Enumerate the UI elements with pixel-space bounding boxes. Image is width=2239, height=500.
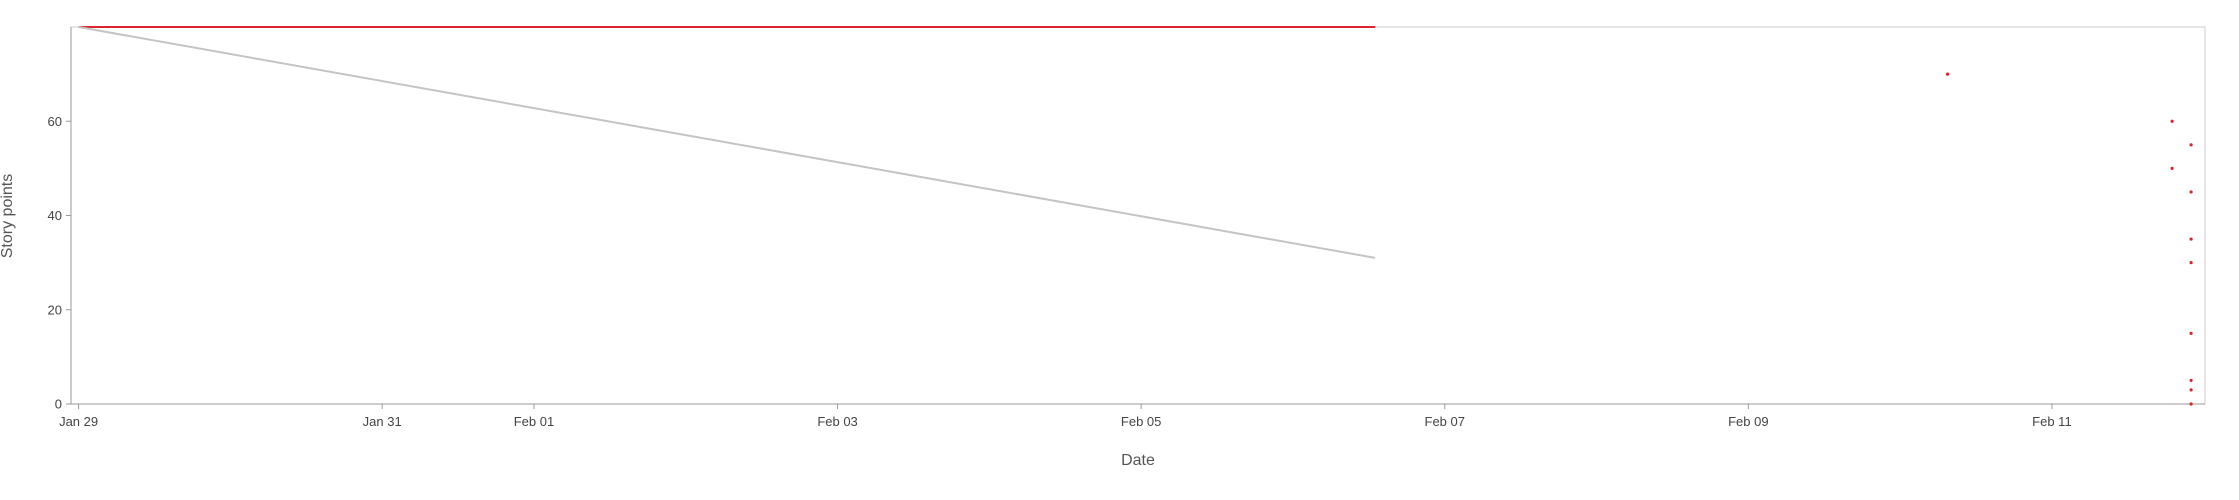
x-tick-label: Feb 09 [1728, 414, 1768, 429]
x-tick-label: Jan 29 [59, 414, 98, 429]
x-tick-label: Feb 03 [817, 414, 857, 429]
data-point [2170, 166, 2174, 170]
x-tick-label: Feb 01 [514, 414, 554, 429]
x-axis-ticks: Jan 29 Jan 31 Feb 01 Feb 03 Feb 05 Feb 07 Feb … [59, 404, 2072, 429]
x-tick-label: Feb 11 [2032, 414, 2072, 429]
data-point [2189, 190, 2193, 194]
y-axis-ticks: 0 20 40 60 [48, 114, 71, 412]
y-tick-label: 40 [48, 208, 62, 223]
y-tick-label: 20 [48, 302, 62, 317]
x-tick-label: Jan 31 [363, 414, 402, 429]
x-tick-label: Feb 07 [1425, 414, 1465, 429]
x-tick-label: Feb 05 [1121, 414, 1161, 429]
chart-series [78, 26, 2193, 406]
data-point [2189, 237, 2193, 241]
data-point [2189, 402, 2193, 406]
data-point [2189, 331, 2193, 335]
x-axis-title: Date [1121, 452, 1155, 469]
data-point [2189, 378, 2193, 383]
y-axis-title: Story points [0, 174, 16, 258]
data-point [2189, 143, 2193, 147]
data-point [2170, 119, 2174, 123]
data-point [2189, 261, 2193, 265]
y-tick-label: 60 [48, 114, 62, 129]
series-line-1 [78, 26, 1376, 259]
y-tick-label: 0 [55, 397, 62, 412]
data-point [2189, 388, 2193, 392]
data-point [1945, 72, 1950, 76]
